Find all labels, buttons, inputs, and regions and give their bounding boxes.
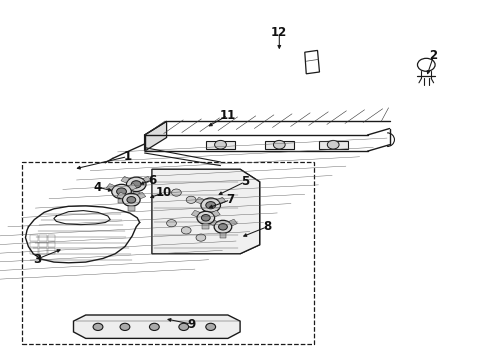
Bar (22, 162, 314, 344)
Circle shape (273, 140, 285, 149)
Bar (30, 235, 38, 241)
Polygon shape (218, 197, 226, 204)
Text: 9: 9 (187, 318, 195, 330)
Circle shape (206, 202, 216, 209)
Circle shape (93, 323, 103, 330)
Circle shape (201, 215, 210, 221)
Polygon shape (209, 219, 217, 226)
Circle shape (327, 140, 339, 149)
Text: 3: 3 (33, 253, 41, 266)
Text: 5: 5 (241, 175, 249, 188)
Circle shape (112, 184, 131, 199)
Circle shape (126, 177, 146, 192)
Text: 4: 4 (94, 181, 102, 194)
Circle shape (215, 140, 226, 149)
Polygon shape (145, 121, 167, 151)
Bar (30, 248, 38, 254)
Polygon shape (128, 206, 135, 211)
Text: 8: 8 (263, 220, 271, 233)
Circle shape (219, 224, 227, 230)
Polygon shape (118, 199, 125, 203)
Text: 12: 12 (271, 26, 288, 39)
Text: 10: 10 (156, 186, 172, 199)
Bar (39, 248, 47, 254)
Polygon shape (152, 169, 260, 254)
Polygon shape (121, 176, 129, 183)
Circle shape (181, 227, 191, 234)
Circle shape (179, 323, 189, 330)
Circle shape (149, 323, 159, 330)
Circle shape (172, 189, 181, 196)
Polygon shape (117, 192, 125, 199)
Polygon shape (133, 192, 140, 196)
Circle shape (206, 323, 216, 330)
Bar (318, 141, 348, 149)
Text: 11: 11 (220, 109, 236, 122)
Circle shape (131, 181, 141, 188)
Polygon shape (106, 184, 115, 190)
Circle shape (122, 193, 140, 206)
Circle shape (117, 188, 126, 195)
Circle shape (214, 220, 232, 233)
Bar (48, 242, 55, 247)
Circle shape (167, 220, 176, 227)
Circle shape (196, 234, 206, 241)
Bar (265, 141, 294, 149)
Polygon shape (137, 192, 146, 199)
Polygon shape (240, 169, 260, 254)
Polygon shape (143, 176, 151, 183)
Bar (39, 235, 47, 241)
Circle shape (127, 197, 136, 203)
Bar (48, 235, 55, 241)
Text: 6: 6 (148, 174, 156, 186)
Text: 1: 1 (123, 150, 131, 163)
Circle shape (186, 196, 196, 203)
Polygon shape (74, 315, 240, 338)
Text: 2: 2 (430, 49, 438, 62)
Bar (30, 242, 38, 247)
Bar (206, 141, 235, 149)
Polygon shape (196, 197, 204, 204)
Polygon shape (128, 184, 137, 190)
Polygon shape (220, 233, 226, 238)
Bar (48, 248, 55, 254)
Bar (39, 242, 47, 247)
Polygon shape (212, 210, 220, 217)
Circle shape (201, 198, 220, 212)
Polygon shape (207, 212, 214, 217)
Circle shape (120, 323, 130, 330)
Circle shape (197, 211, 215, 224)
Polygon shape (229, 219, 237, 226)
Polygon shape (192, 210, 200, 217)
Text: 7: 7 (226, 193, 234, 206)
Polygon shape (202, 224, 209, 229)
